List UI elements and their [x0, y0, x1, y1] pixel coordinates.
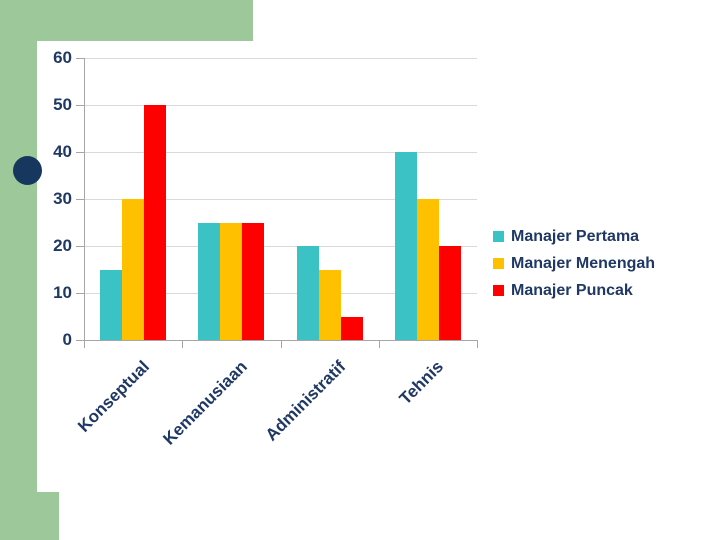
bar-manajer-pertama-administratif [296, 246, 319, 340]
x-axis-label-kemanusiaan: Kemanusiaan [159, 357, 251, 449]
y-axis-tick [76, 199, 84, 200]
bar-manajer-puncak-tehnis [438, 246, 461, 340]
x-axis-label-tehnis: Tehnis [396, 357, 448, 409]
x-axis-label-administratif: Administratif [261, 357, 350, 445]
y-axis-label-60: 60 [53, 48, 72, 67]
bar-manajer-pertama-tehnis [394, 152, 417, 340]
bar-manajer-pertama-konseptual [100, 269, 123, 340]
gridline-10 [84, 293, 477, 294]
green-accent-top-bar [0, 0, 253, 41]
bar-manajer-menengah-tehnis [416, 199, 439, 340]
bar-manajer-menengah-administratif [318, 269, 341, 340]
bar-manajer-puncak-administratif [340, 316, 363, 340]
bar-manajer-pertama-kemanusiaan [198, 222, 221, 340]
legend-item-manajer-menengah: Manajer Menengah [493, 250, 655, 277]
x-axis-tick [84, 341, 85, 348]
x-axis-line [84, 340, 478, 341]
y-axis-label-40: 40 [53, 142, 72, 161]
y-axis-tick [76, 58, 84, 59]
green-accent-left-bar [0, 41, 37, 492]
x-axis-tick [378, 341, 380, 348]
bar-manajer-menengah-kemanusiaan [220, 222, 243, 340]
legend-swatch-yellow [493, 258, 504, 269]
x-axis-label-konseptual: Konseptual [73, 357, 153, 436]
y-axis-tick [76, 152, 84, 153]
gridline-50 [84, 105, 477, 106]
bar-manajer-puncak-konseptual [144, 105, 167, 340]
legend-label: Manajer Puncak [511, 281, 633, 299]
y-axis-label-0: 0 [62, 330, 72, 349]
green-accent-bottom-left [0, 492, 59, 540]
y-axis-line [84, 58, 85, 341]
y-axis-tick [76, 246, 84, 247]
legend-swatch-teal [493, 231, 504, 242]
y-axis-label-10: 10 [53, 283, 72, 302]
bullet-point-circle [13, 156, 42, 185]
y-axis-tick [76, 293, 84, 294]
gridline-30 [84, 199, 477, 200]
y-axis-tick [76, 105, 84, 106]
legend-label: Manajer Pertama [511, 227, 640, 245]
x-axis-tick [280, 341, 282, 348]
bar-manajer-puncak-kemanusiaan [242, 222, 265, 340]
gridline-40 [84, 152, 477, 153]
y-axis-tick [76, 340, 84, 341]
gridline-60 [84, 58, 477, 59]
x-axis-tick [182, 341, 184, 348]
legend-item-manajer-pertama: Manajer Pertama [493, 223, 655, 250]
y-axis-label-50: 50 [53, 95, 72, 114]
legend-item-manajer-puncak: Manajer Puncak [493, 277, 655, 304]
gridline-20 [84, 246, 477, 247]
legend-swatch-red [493, 285, 504, 296]
legend-label: Manajer Menengah [511, 254, 656, 272]
bar-manajer-menengah-konseptual [122, 199, 145, 340]
y-axis-label-20: 20 [53, 236, 72, 255]
chart-legend: Manajer Pertama Manajer Menengah Manajer… [493, 223, 655, 304]
y-axis-label-30: 30 [53, 189, 72, 208]
x-axis-tick [477, 341, 478, 348]
